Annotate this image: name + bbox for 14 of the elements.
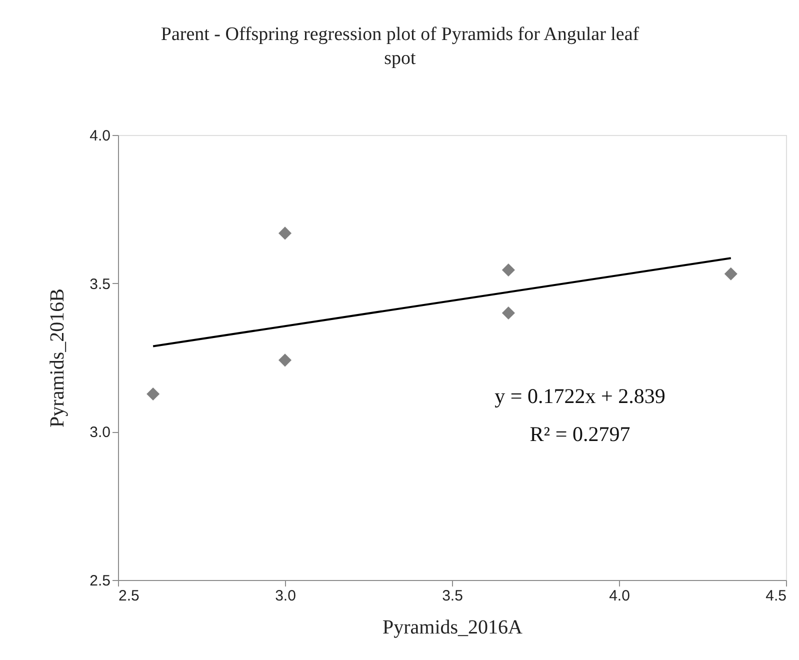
x-tick-label: 2.5 [118, 588, 140, 604]
x-axis-title: Pyramids_2016A [382, 616, 524, 638]
annotation: y = 0.1722x + 2.839 [494, 384, 666, 408]
y-tick-label: 3.5 [90, 276, 110, 293]
y-tick-label: 3.0 [90, 424, 110, 442]
chart-title: Parent - Offspring regression plot of Pyramids for Angular leaf spot [160, 24, 640, 69]
annotation: R² = 0.2797 [530, 422, 630, 446]
x-tick-label: 3.0 [275, 588, 296, 604]
y-tick-label: 4.0 [90, 128, 110, 144]
x-tick-label: 4.0 [609, 588, 630, 604]
x-tick-label: 4.5 [766, 588, 786, 604]
x-tick-label: 3.5 [442, 588, 463, 604]
y-axis-title: Pyramids_2016B [46, 288, 69, 428]
y-tick-label: 2.5 [90, 572, 110, 590]
